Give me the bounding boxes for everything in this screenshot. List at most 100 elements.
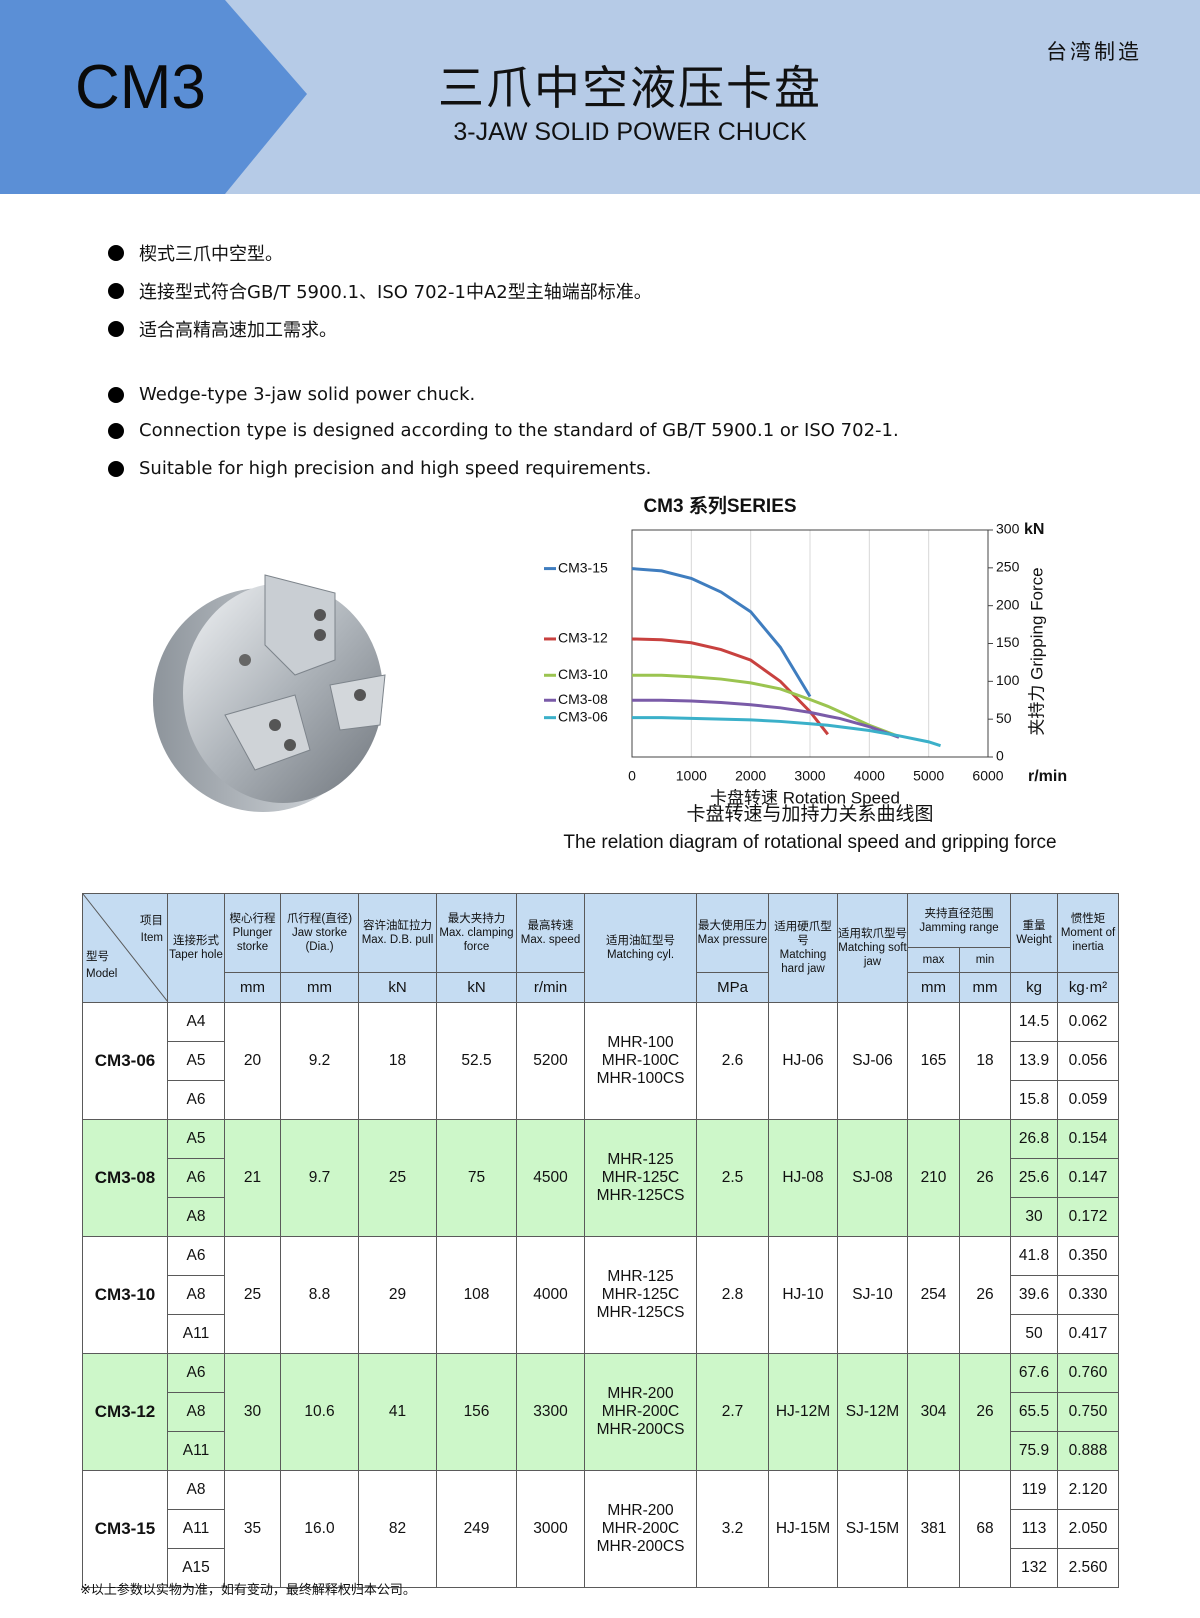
data-row: A15 132 2.560	[83, 1548, 1120, 1588]
unit-cell: kN	[358, 972, 437, 1003]
weight-cell: 67.6	[1010, 1353, 1059, 1393]
taper-cell: A4	[167, 1002, 225, 1042]
soft-cell: SJ-10	[837, 1236, 908, 1354]
header-zh: 适用硬爪型号	[774, 921, 832, 947]
data-row: CM3-06 A4 20 9.2 18 52.5 5200 MHR-100 MHR-100C MH…	[82, 1002, 1120, 1120]
taper-cell: A5	[167, 1119, 225, 1159]
header-cell: 最大夹持力 Max. clamping force	[436, 893, 517, 973]
data-row: CM3-15 A8 35 16.0 82 249 3000 MHR-200 MHR-200C MH…	[82, 1470, 1120, 1588]
header-cell: 夹持直径范围 Jamming range	[906, 893, 1012, 948]
footnote: ※以上参数以实物为准，如有变动，最终解释权归本公司。	[80, 1583, 416, 1598]
taper-cell: A8	[167, 1470, 225, 1510]
unit-cell: mm	[224, 972, 281, 1003]
pull-cell: 25	[358, 1119, 437, 1237]
inertia-cell: 2.050	[1057, 1509, 1120, 1549]
cyl-cell: MHR-200 MHR-200C MHR-200CS	[584, 1353, 697, 1471]
data-row: A6 25.6 0.147	[83, 1158, 1120, 1198]
corner-label: Model	[86, 968, 118, 980]
weight-cell: 41.8	[1010, 1236, 1059, 1276]
corner-label: Item	[140, 932, 163, 944]
x-tick-label: 0	[628, 768, 636, 784]
header-en: Max. clamping force	[439, 927, 514, 953]
bullet: 楔式三爪中空型。	[108, 240, 283, 266]
header-en: Weight	[1016, 934, 1052, 946]
title-en: 3-JAW SOLID POWER CHUCK	[453, 118, 807, 146]
hard-cell: HJ-10	[768, 1236, 838, 1354]
header-en: Jaw storke (Dia.)	[292, 927, 347, 953]
inertia-cell: 0.350	[1057, 1236, 1120, 1276]
header-zh: 重量	[1022, 920, 1046, 932]
header-band	[0, 0, 1200, 194]
bullet: Wedge-type 3-jaw solid power chuck.	[108, 384, 475, 405]
weight-cell: 65.5	[1010, 1392, 1059, 1432]
header-cell: 最大使用压力 Max pressure	[696, 893, 769, 973]
clamp-cell: 75	[436, 1119, 517, 1237]
header-en: Matching cyl.	[606, 949, 675, 961]
product-image	[153, 574, 386, 812]
cyl-model: MHR-200C	[601, 1403, 680, 1420]
cyl-model: MHR-125C	[601, 1286, 680, 1303]
legend-label: CM3-08	[558, 691, 608, 707]
min-cell: 26	[958, 1119, 1012, 1237]
x-axis-label: 卡盘转速 Rotation Speed	[710, 788, 900, 807]
cyl-model: MHR-100	[607, 1034, 674, 1051]
bullet: 适合高精高速加工需求。	[108, 316, 337, 342]
unit-cell: mm	[907, 972, 960, 1003]
weight-cell: 25.6	[1010, 1158, 1059, 1198]
clamp-cell: 108	[436, 1236, 517, 1354]
y-unit: kN	[1024, 521, 1044, 538]
taper-cell: A6	[167, 1158, 225, 1198]
title-zh: 三爪中空液压卡盘	[438, 61, 822, 115]
bullet: Connection type is designed according to…	[108, 420, 899, 441]
max-cell: 210	[907, 1119, 960, 1237]
header-en: Moment of inertia	[1060, 927, 1116, 953]
corner-label: 型号	[86, 951, 109, 963]
cyl-model: MHR-125	[607, 1268, 674, 1285]
inertia-cell: 0.760	[1057, 1353, 1120, 1393]
taper-cell: A11	[167, 1431, 225, 1471]
x-tick-label: 6000	[972, 768, 1003, 784]
feature-text: Suitable for high precision and high spe…	[139, 458, 652, 479]
max-cell: 381	[907, 1470, 960, 1588]
unit-cell: r/min	[516, 972, 585, 1003]
chart-title: CM3 系列SERIES	[643, 495, 796, 517]
model-cell: CM3-10	[82, 1236, 168, 1354]
unit-cell: MPa	[696, 972, 769, 1003]
legend-label: CM3-12	[558, 630, 608, 646]
cyl-model: MHR-200CS	[596, 1538, 685, 1555]
taper-cell: A11	[167, 1509, 225, 1549]
unit-cell: mm	[280, 972, 359, 1003]
y-tick-label: 100	[996, 672, 1020, 688]
header-cell: 爪行程(直径) Jaw storke (Dia.)	[280, 893, 359, 973]
header-row: 项目 Item 型号 Model 连接形式 Taper hole 楔心行程 Plunger s…	[82, 893, 1120, 1003]
header-cell: 适用软爪型号 Matching soft jaw	[837, 893, 908, 1003]
plunger-cell: 30	[224, 1353, 281, 1471]
header-cell: 惯性矩 Moment of inertia	[1057, 893, 1120, 973]
caption-zh: 卡盘转速与加持力关系曲线图	[686, 803, 933, 825]
inertia-cell: 0.330	[1057, 1275, 1120, 1315]
weight-cell: 75.9	[1010, 1431, 1059, 1471]
data-row: CM3-12 A6 30 10.6 41 156 3300 MHR-200 MHR-200C MH…	[82, 1353, 1120, 1471]
taper-cell: A8	[167, 1197, 225, 1237]
weight-cell: 113	[1010, 1509, 1059, 1549]
weight-cell: 14.5	[1010, 1002, 1059, 1042]
data-row: A8 39.6 0.330	[83, 1275, 1120, 1315]
hard-cell: HJ-12M	[768, 1353, 838, 1471]
header-en: Plunger storke	[232, 927, 273, 953]
bullet-dot	[108, 283, 124, 299]
min-cell: 26	[958, 1236, 1012, 1354]
bullet: Suitable for high precision and high spe…	[108, 458, 651, 479]
taper-cell: A15	[167, 1548, 225, 1588]
cyl-cell: MHR-100 MHR-100C MHR-100CS	[584, 1002, 697, 1120]
series-line	[632, 716, 941, 748]
speed-cell: 3000	[516, 1470, 585, 1588]
data-row: CM3-08 A5 21 9.7 25 75 4500 MHR-125 MHR-125C MHR-…	[82, 1119, 1120, 1237]
series-line	[632, 698, 900, 739]
inertia-cell: 0.062	[1057, 1002, 1120, 1042]
unit-cell: kg·m²	[1057, 972, 1120, 1003]
taper-cell: A6	[167, 1236, 225, 1276]
data-row: CM3-10 A6 25 8.8 29 108 4000 MHR-125 MHR-125C MHR…	[82, 1236, 1120, 1354]
jaw-cell: 9.7	[280, 1119, 359, 1237]
taper-cell: A5	[167, 1041, 225, 1081]
